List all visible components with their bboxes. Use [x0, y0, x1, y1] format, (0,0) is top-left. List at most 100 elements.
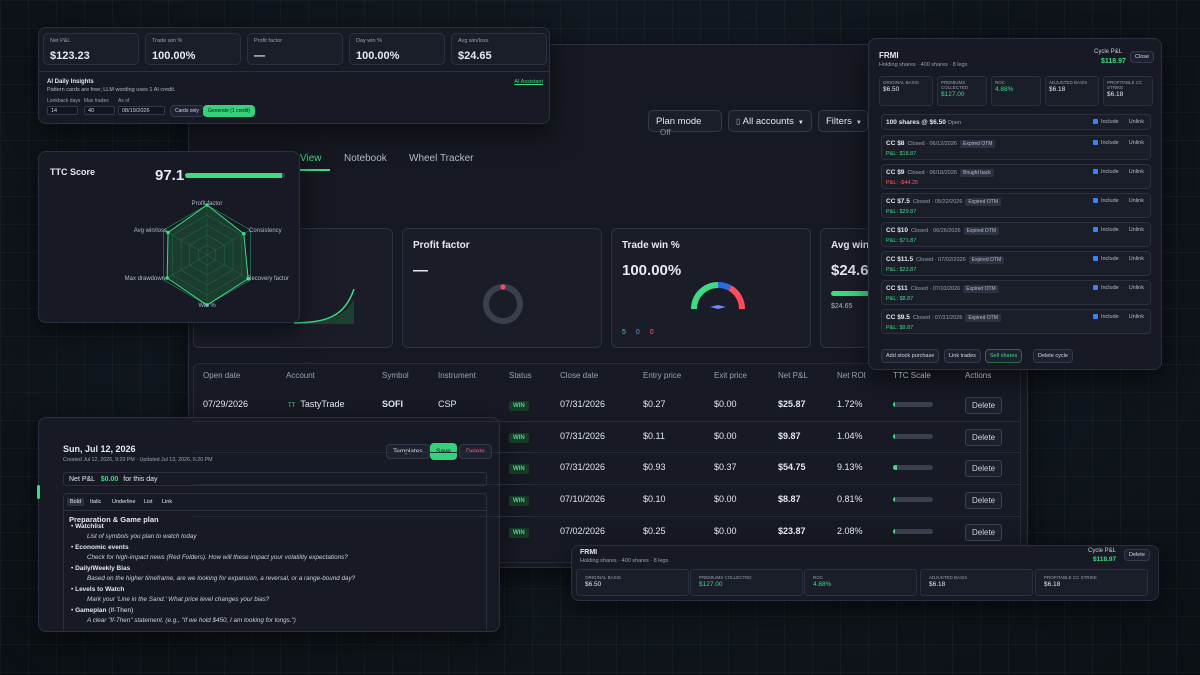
- column-header: TTC Scale: [893, 371, 931, 380]
- radar-axis-label: Win %: [198, 303, 216, 309]
- leg-actions: Include Unlink: [1092, 227, 1144, 233]
- note-bullet: • Daily/Weekly Bias: [71, 565, 130, 572]
- wheel-small-delete-button[interactable]: Delete: [1124, 549, 1150, 561]
- leg-tag: Expired OTM: [968, 256, 1005, 264]
- net-roi: 2.08%: [837, 526, 863, 536]
- include-checkbox[interactable]: Include: [1092, 314, 1119, 320]
- stat-card: Net P&L $123.23: [43, 33, 139, 65]
- footer-button[interactable]: Sell shares: [985, 349, 1023, 363]
- note-pnl-label: Net P&L: [69, 476, 95, 483]
- leg-name-text: CC $11.5: [886, 256, 914, 263]
- wheel-small-symbol: FRMI: [580, 549, 598, 556]
- delete-row-button[interactable]: Delete: [965, 397, 1003, 414]
- leg-status: Closed · 07/31/2026: [912, 315, 963, 321]
- leg-name-text: CC $9.5: [886, 314, 910, 321]
- tab-wheel-tracker[interactable]: Wheel Tracker: [409, 153, 474, 164]
- include-checkbox[interactable]: Include: [1092, 285, 1119, 291]
- column-header: Open date: [203, 371, 241, 380]
- note-pnl-value: $0.00: [100, 476, 119, 483]
- column-header: Entry price: [643, 371, 682, 380]
- delete-row-button[interactable]: Delete: [965, 492, 1003, 509]
- entry-price: $0.10: [643, 494, 666, 504]
- metric-label: ORIGINAL BASIS: [883, 80, 919, 85]
- chevron-down-icon: ▼: [797, 120, 804, 126]
- small-metric-box: PROFITABLE CC STRIKE $6.18: [1035, 569, 1148, 596]
- note-item-sub: A clear "If-Then" statement. (e.g., "If …: [87, 617, 296, 624]
- status-badge: WIN: [509, 528, 529, 538]
- unlink-button[interactable]: Unlink: [1128, 169, 1144, 175]
- include-checkbox[interactable]: Include: [1092, 119, 1119, 125]
- small-metric-value: $6.18: [929, 581, 946, 588]
- unlink-button[interactable]: Unlink: [1128, 227, 1144, 233]
- tab-notebook[interactable]: Notebook: [344, 153, 387, 164]
- small-metric-label: ROC: [813, 575, 823, 580]
- radar-axis-label: Avg win/loss: [134, 228, 167, 234]
- leg-item: CC $11.5 Closed · 07/02/2026 Expired OTM P&…: [881, 251, 1151, 276]
- footer-button[interactable]: Delete cycle: [1033, 349, 1073, 363]
- generate-button[interactable]: Generate (1 credit): [203, 105, 255, 117]
- plan-mode-toggle[interactable]: Plan mode Off: [648, 110, 722, 137]
- notebook-side-handle[interactable]: [37, 485, 40, 499]
- include-checkbox[interactable]: Include: [1092, 140, 1119, 146]
- cards-only-button[interactable]: Cards only: [170, 105, 204, 117]
- save-button[interactable]: Save: [430, 443, 457, 460]
- unlink-button[interactable]: Unlink: [1128, 314, 1144, 320]
- footer-button[interactable]: Link trades: [944, 349, 981, 363]
- accounts-dropdown[interactable]: ▯ All accounts ▼: [728, 110, 812, 132]
- close-button[interactable]: Close: [1130, 51, 1155, 63]
- unlink-button[interactable]: Unlink: [1128, 256, 1144, 262]
- leg-pnl: P&L: $29.87: [886, 209, 917, 215]
- ai-assistant-link[interactable]: AI Assistant: [514, 79, 543, 85]
- include-checkbox[interactable]: Include: [1092, 198, 1119, 204]
- toolbar-button[interactable]: Underline: [112, 499, 136, 505]
- stat-value: $24.65: [458, 50, 492, 62]
- delete-row-button[interactable]: Delete: [965, 429, 1003, 446]
- plan-mode-label: Plan mode: [656, 116, 702, 127]
- entry-price: $0.27: [643, 399, 666, 409]
- entry-price: $0.11: [643, 431, 665, 441]
- filters-dropdown[interactable]: Filters ▼: [818, 110, 868, 132]
- delete-row-button[interactable]: Delete: [965, 460, 1003, 477]
- as-of-input[interactable]: 08/19/2026: [118, 106, 165, 115]
- include-checkbox[interactable]: Include: [1092, 256, 1119, 262]
- metric-label: ROC: [995, 80, 1005, 85]
- note-item-title: Economic events: [75, 544, 129, 551]
- leg-status: Closed · 07/02/2026: [916, 257, 966, 263]
- radar-axis-label: Consistency: [249, 228, 282, 234]
- exit-price: $0.00: [714, 399, 737, 409]
- column-header: Close date: [560, 371, 599, 380]
- delete-note-button[interactable]: Delete: [459, 444, 492, 459]
- include-checkbox[interactable]: Include: [1092, 169, 1119, 175]
- unlink-button[interactable]: Unlink: [1128, 140, 1144, 146]
- status-badge: WIN: [509, 433, 529, 443]
- toolbar-button[interactable]: Bold: [67, 498, 85, 506]
- lookback-input[interactable]: 14: [47, 106, 78, 115]
- editor[interactable]: [63, 493, 487, 633]
- metric-box: ROC 4.88%: [991, 76, 1041, 106]
- delete-row-button[interactable]: Delete: [965, 524, 1003, 541]
- unlink-button[interactable]: Unlink: [1128, 285, 1144, 291]
- toolbar-button[interactable]: Italic: [90, 499, 102, 505]
- column-header: Net P&L: [778, 371, 808, 380]
- leg-tag: Expired OTM: [963, 285, 999, 293]
- unlink-button[interactable]: Unlink: [1128, 119, 1144, 125]
- toolbar-button[interactable]: List: [144, 499, 153, 505]
- include-checkbox[interactable]: Include: [1092, 227, 1119, 233]
- small-metric-value: $6.50: [585, 581, 602, 588]
- leg-name: CC $7.5 Closed · 05/22/2026 Expired OTM: [886, 198, 1001, 206]
- wheel-small-sub: Holding shares · 400 shares · 8 legs: [580, 558, 669, 564]
- unlink-button[interactable]: Unlink: [1128, 198, 1144, 204]
- tab-view[interactable]: View: [300, 153, 322, 164]
- footer-button[interactable]: Add stock purchase: [881, 349, 940, 363]
- small-metric-box: PREMIUMS COLLECTED $127.00: [690, 569, 803, 596]
- max-trades-input[interactable]: 40: [84, 106, 115, 115]
- leg-name: CC $11 Closed · 07/10/2026 Expired OTM: [886, 285, 999, 293]
- templates-button[interactable]: Templates: [386, 444, 430, 459]
- note-item-suffix: (If-Then): [106, 607, 134, 614]
- wheel-summary-panel: FRMI Holding shares · 400 shares · 8 leg…: [571, 545, 1159, 601]
- column-header: Symbol: [382, 371, 409, 380]
- leg-name: CC $9.5 Closed · 07/31/2026 Expired OTM: [886, 314, 1001, 322]
- note-item-title: Daily/Weekly Bias: [75, 565, 131, 572]
- toolbar-button[interactable]: Link: [162, 499, 173, 505]
- stat-value: 100.00%: [152, 50, 196, 62]
